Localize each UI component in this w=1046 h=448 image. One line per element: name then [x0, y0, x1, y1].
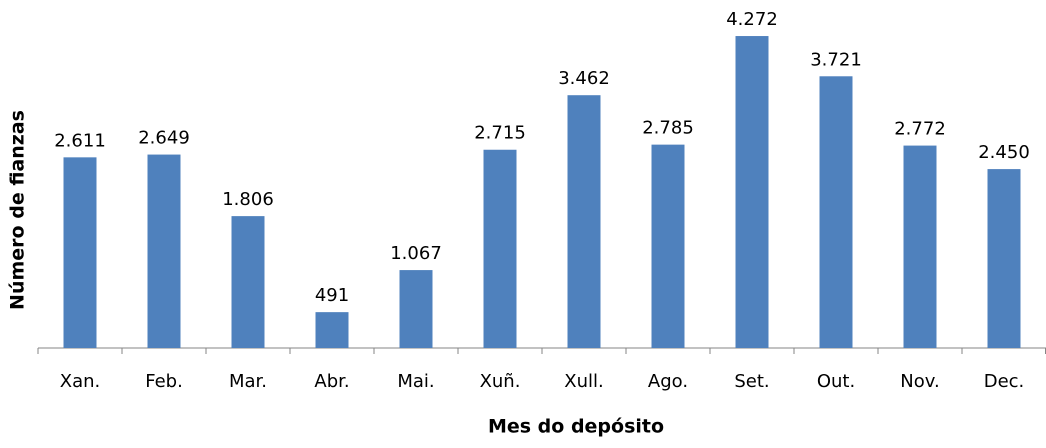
- x-tick-label: Dec.: [984, 371, 1025, 392]
- value-label: 3.721: [810, 49, 862, 70]
- y-axis-title: Número de fianzas: [7, 110, 29, 310]
- x-tick-label: Nov.: [900, 371, 939, 392]
- bar: [735, 36, 769, 348]
- bar: [987, 169, 1021, 348]
- bar: [483, 149, 517, 348]
- bar: [399, 270, 433, 348]
- x-tick-label: Out.: [817, 371, 855, 392]
- x-tick-label: Set.: [734, 371, 769, 392]
- bar: [567, 95, 601, 348]
- value-label: 491: [315, 285, 349, 306]
- bar: [819, 76, 853, 349]
- value-label: 2.450: [978, 142, 1030, 163]
- x-tick-label: Abr.: [314, 371, 349, 392]
- value-label: 2.649: [138, 128, 190, 149]
- x-tick-label: Mar.: [229, 371, 267, 392]
- value-label: 2.611: [54, 130, 106, 151]
- x-tick-label: Xuñ.: [480, 371, 521, 392]
- bar: [147, 154, 181, 348]
- value-label: 1.067: [390, 243, 442, 264]
- x-tick-label: Mai.: [397, 371, 434, 392]
- x-tick-label: Xan.: [60, 371, 101, 392]
- value-label: 2.715: [474, 123, 526, 144]
- bar: [903, 145, 937, 348]
- value-label: 2.785: [642, 118, 694, 139]
- value-label: 2.772: [894, 119, 946, 140]
- value-label: 3.462: [558, 68, 610, 89]
- bar: [651, 144, 685, 348]
- bar: [63, 157, 97, 348]
- bar: [231, 216, 265, 348]
- value-label: 4.272: [726, 9, 778, 30]
- x-tick-label: Ago.: [648, 371, 688, 392]
- x-axis-title: Mes do depósito: [488, 416, 664, 438]
- x-tick-label: Xull.: [564, 371, 603, 392]
- x-tick-label: Feb.: [145, 371, 183, 392]
- bar: [315, 312, 349, 348]
- value-label: 1.806: [222, 189, 274, 210]
